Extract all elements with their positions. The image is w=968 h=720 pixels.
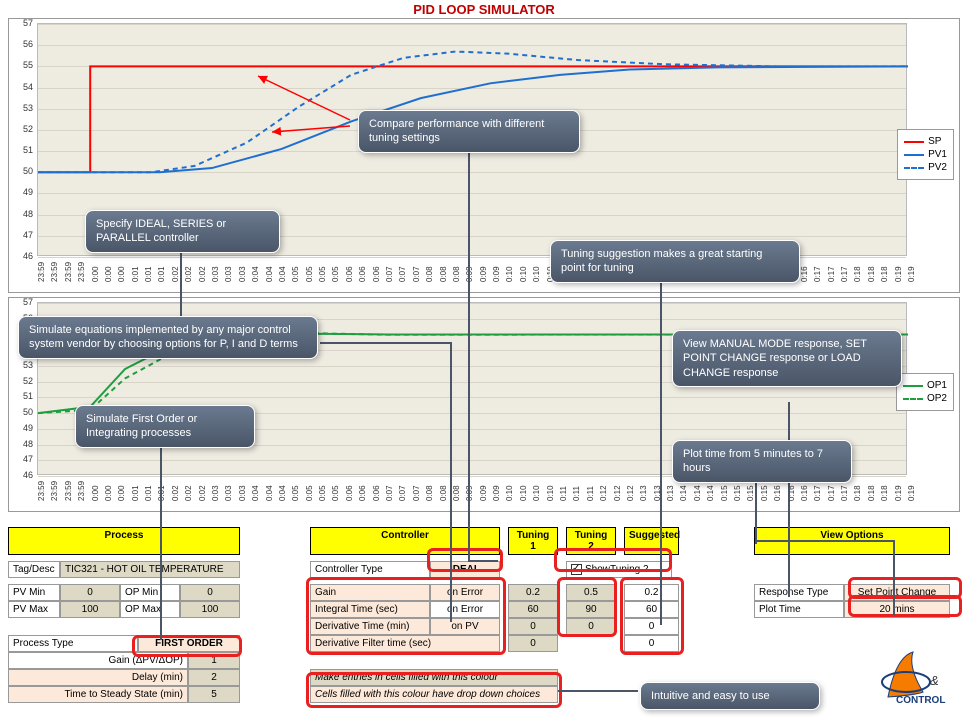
tag-label: Tag/Desc bbox=[8, 561, 60, 578]
show-tuning2[interactable]: ShowTuning 2 bbox=[566, 561, 672, 578]
page-title: PID LOOP SIMULATOR bbox=[0, 0, 968, 19]
opmin-label: OP Min bbox=[120, 584, 180, 601]
it-t1[interactable]: 60 bbox=[508, 601, 558, 618]
it-sg: 60 bbox=[624, 601, 679, 618]
ptype-label: Process Type bbox=[8, 635, 138, 652]
opmax-label: OP Max bbox=[120, 601, 180, 618]
callout-response: View MANUAL MODE response, SET POINT CHA… bbox=[672, 330, 902, 387]
hdr-sg: Suggested bbox=[624, 527, 679, 555]
delay-val[interactable]: 2 bbox=[188, 669, 240, 686]
callout-plot-time: Plot time from 5 minutes to 7 hours bbox=[672, 440, 852, 483]
df-sg: 0 bbox=[624, 635, 679, 652]
gain-sg: 0.2 bbox=[624, 584, 679, 601]
opmin-val[interactable]: 0 bbox=[180, 584, 240, 601]
pvmin-label: PV Min bbox=[8, 584, 60, 601]
dt-opt[interactable]: on PV bbox=[430, 618, 500, 635]
tag-value[interactable]: TIC321 - HOT OIL TEMPERATURE bbox=[60, 561, 240, 578]
hdr-t2: Tuning 2 bbox=[566, 527, 616, 555]
note2: Cells filled with this colour have drop … bbox=[310, 686, 558, 703]
callout-intuitive: Intuitive and easy to use bbox=[640, 682, 820, 710]
gain-t2[interactable]: 0.5 bbox=[566, 584, 616, 601]
pvmax-label: PV Max bbox=[8, 601, 60, 618]
callout-compare: Compare performance with different tunin… bbox=[358, 110, 580, 153]
gain-opt[interactable]: on Error bbox=[430, 584, 500, 601]
hdr-process: Process bbox=[8, 527, 240, 555]
callout-equations: Simulate equations implemented by any ma… bbox=[18, 316, 318, 359]
rt-label: Response Type bbox=[754, 584, 844, 601]
callout-ideal: Specify IDEAL, SERIES or PARALLEL contro… bbox=[85, 210, 280, 253]
it-label: Integral Time (sec) bbox=[310, 601, 430, 618]
ctype-label: Controller Type bbox=[310, 561, 430, 578]
brand-logo: & CONTROL bbox=[868, 647, 958, 710]
dt-sg: 0 bbox=[624, 618, 679, 635]
dt-t1[interactable]: 0 bbox=[508, 618, 558, 635]
rt-value[interactable]: Set Point Change bbox=[844, 584, 950, 601]
hdr-controller: Controller bbox=[310, 527, 500, 555]
ctype-value[interactable]: IDEAL bbox=[430, 561, 500, 578]
ptype-value[interactable]: FIRST ORDER bbox=[138, 635, 240, 652]
pt-label: Plot Time bbox=[754, 601, 844, 618]
arrow-to-pv bbox=[240, 70, 360, 140]
show-t2-label: ShowTuning 2 bbox=[585, 564, 649, 575]
dt-label: Derivative Time (min) bbox=[310, 618, 430, 635]
svg-text:CONTROL: CONTROL bbox=[896, 695, 945, 706]
pgain-val[interactable]: 1 bbox=[188, 652, 240, 669]
gain-label: Gain bbox=[310, 584, 430, 601]
callout-first-order: Simulate First Order or Integrating proc… bbox=[75, 405, 255, 448]
opmax-val[interactable]: 100 bbox=[180, 601, 240, 618]
tss-label: Time to Steady State (min) bbox=[8, 686, 188, 703]
it-opt[interactable]: on Error bbox=[430, 601, 500, 618]
it-t2[interactable]: 90 bbox=[566, 601, 616, 618]
checkbox-icon[interactable] bbox=[571, 564, 582, 575]
svg-text:&: & bbox=[930, 673, 939, 688]
pvmin-val[interactable]: 0 bbox=[60, 584, 120, 601]
gain-t1[interactable]: 0.2 bbox=[508, 584, 558, 601]
chart1-legend: SPPV1PV2 bbox=[897, 129, 954, 180]
chart2-legend: OP1OP2 bbox=[896, 373, 954, 411]
df-t1[interactable]: 0 bbox=[508, 635, 558, 652]
pt-value[interactable]: 20 mins bbox=[844, 601, 950, 618]
delay-label: Delay (min) bbox=[8, 669, 188, 686]
pvmax-val[interactable]: 100 bbox=[60, 601, 120, 618]
note1: Make entries in cells filled with this c… bbox=[310, 669, 558, 686]
tss-val[interactable]: 5 bbox=[188, 686, 240, 703]
pgain-label: Gain (ΔPV/ΔOP) bbox=[8, 652, 188, 669]
df-label: Derivative Filter time (sec) bbox=[310, 635, 500, 652]
dt-t2[interactable]: 0 bbox=[566, 618, 616, 635]
hdr-t1: Tuning 1 bbox=[508, 527, 558, 555]
callout-tuning-suggest: Tuning suggestion makes a great starting… bbox=[550, 240, 800, 283]
tables-area: Process Controller Tuning 1 Tuning 2 Sug… bbox=[8, 527, 960, 703]
